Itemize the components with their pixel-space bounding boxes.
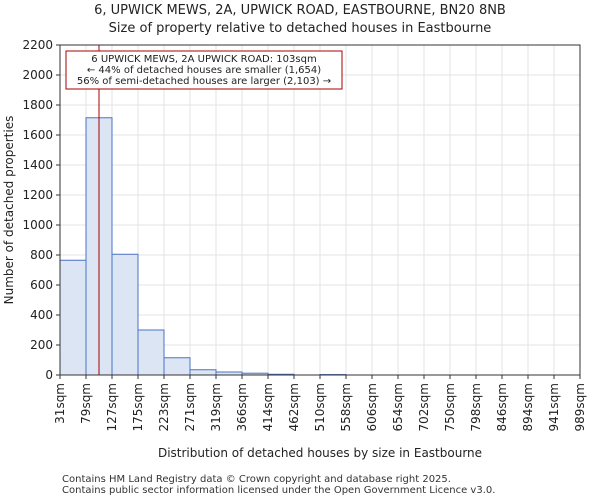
chart-svg: 0 200 400 600 800 1000 1200 1400 1600 1800 2000 220… — [2, 38, 587, 460]
chart-title: 6, UPWICK MEWS, 2A, UPWICK ROAD, EASTBOU… — [94, 3, 506, 18]
y-tick-label: 2200 — [22, 38, 53, 52]
y-tick-label: 1400 — [22, 158, 53, 172]
x-tick-label: 510sqm — [313, 383, 327, 431]
x-tick-label: 941sqm — [547, 383, 561, 431]
bar — [137, 329, 165, 376]
y-axis: 0 200 400 600 800 1000 1200 1400 1600 1800 2000 220… — [22, 38, 60, 382]
x-tick-label: 702sqm — [417, 383, 431, 431]
footer-copyright: Contains HM Land Registry data © Crown c… — [62, 474, 451, 485]
annotation-box: 6 UPWICK MEWS, 2A UPWICK ROAD: 103sqm ← … — [65, 50, 343, 90]
x-tick-label: 79sqm — [79, 383, 93, 424]
x-tick-label: 846sqm — [495, 383, 509, 431]
x-tick-label: 223sqm — [157, 383, 171, 431]
annotation-line-2: ← 44% of detached houses are smaller (1,… — [87, 65, 321, 76]
x-tick-label: 366sqm — [235, 383, 249, 431]
footer-licence: Contains public sector information licen… — [62, 485, 496, 496]
annotation-line-1: 6 UPWICK MEWS, 2A UPWICK ROAD: 103sqm — [91, 54, 316, 65]
x-tick-label: 31sqm — [53, 383, 67, 424]
x-tick-label: 894sqm — [521, 383, 535, 431]
x-tick-label: 462sqm — [287, 383, 301, 431]
y-tick-label: 2000 — [22, 68, 53, 82]
x-tick-label: 798sqm — [469, 383, 483, 431]
x-tick-label: 127sqm — [105, 383, 119, 431]
y-tick-label: 1800 — [22, 98, 53, 112]
bars — [59, 117, 347, 376]
bar — [163, 357, 191, 376]
x-tick-label: 175sqm — [131, 383, 145, 431]
y-tick-label: 600 — [30, 278, 53, 292]
bar — [59, 259, 87, 376]
y-axis-label: Number of detached properties — [2, 116, 16, 305]
bar — [111, 253, 139, 376]
y-tick-label: 1600 — [22, 128, 53, 142]
x-tick-label: 606sqm — [365, 383, 379, 431]
x-tick-label: 750sqm — [443, 383, 457, 431]
x-tick-label: 271sqm — [183, 383, 197, 431]
annotation-line-3: 56% of semi-detached houses are larger (… — [77, 76, 331, 87]
chart-subtitle: Size of property relative to detached ho… — [108, 21, 492, 36]
x-tick-label: 654sqm — [391, 383, 405, 431]
y-tick-label: 1000 — [22, 218, 53, 232]
x-tick-label: 414sqm — [261, 383, 275, 431]
x-axis: 31sqm 79sqm 127sqm 175sqm 223sqm 271sqm 319sqm… — [53, 375, 587, 431]
y-tick-label: 400 — [30, 308, 53, 322]
x-tick-label: 558sqm — [339, 383, 353, 431]
y-tick-label: 800 — [30, 248, 53, 262]
x-axis-label: Distribution of detached houses by size … — [158, 446, 482, 460]
y-tick-label: 200 — [30, 338, 53, 352]
y-tick-label: 1200 — [22, 188, 53, 202]
x-tick-label: 319sqm — [209, 383, 223, 431]
x-tick-label: 989sqm — [573, 383, 587, 431]
y-tick-label: 0 — [45, 368, 53, 382]
bar — [189, 369, 217, 376]
